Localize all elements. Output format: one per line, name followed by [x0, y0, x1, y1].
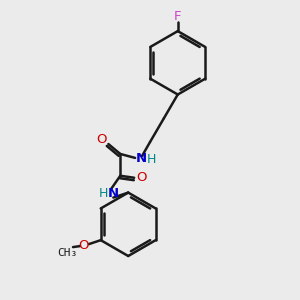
- Text: H: H: [146, 153, 156, 167]
- Text: N: N: [136, 152, 147, 165]
- Text: N: N: [108, 187, 119, 200]
- Text: O: O: [136, 171, 146, 184]
- Text: CH₃: CH₃: [57, 248, 77, 258]
- Text: H: H: [99, 187, 108, 200]
- Text: O: O: [79, 238, 89, 252]
- Text: O: O: [96, 133, 107, 146]
- Text: F: F: [174, 10, 182, 23]
